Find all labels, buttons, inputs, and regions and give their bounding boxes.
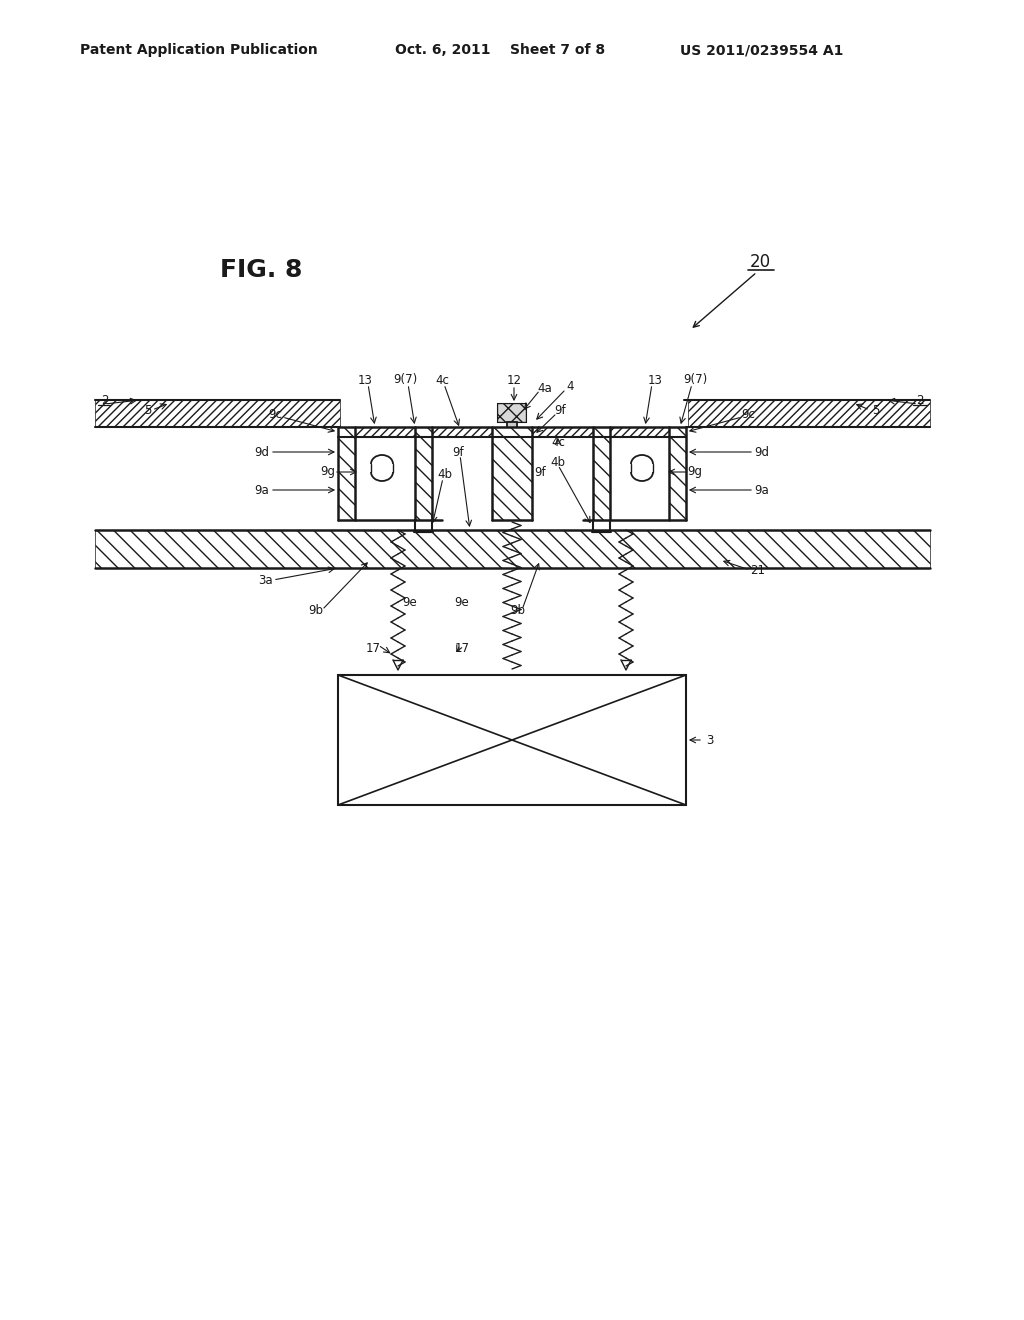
Text: 9d: 9d — [255, 446, 269, 458]
Text: Sheet 7 of 8: Sheet 7 of 8 — [510, 44, 605, 57]
Text: 5: 5 — [144, 404, 152, 417]
Text: 9c: 9c — [268, 408, 282, 421]
Text: 9e: 9e — [455, 595, 469, 609]
Text: 21: 21 — [751, 564, 766, 577]
Text: 9b: 9b — [511, 603, 525, 616]
Text: 4c: 4c — [551, 436, 565, 449]
Text: 17: 17 — [455, 642, 469, 655]
Text: 2: 2 — [101, 393, 109, 407]
Text: 2: 2 — [916, 393, 924, 407]
Text: 4: 4 — [566, 380, 573, 393]
Text: 4c: 4c — [435, 374, 449, 387]
Text: 9f: 9f — [535, 466, 546, 479]
Bar — [507, 422, 517, 437]
Text: 9g: 9g — [687, 466, 702, 479]
Text: 9(7): 9(7) — [683, 374, 708, 387]
Bar — [669, 426, 686, 520]
Text: 9d: 9d — [755, 446, 769, 458]
Text: 9a: 9a — [255, 483, 269, 496]
Text: 4a: 4a — [538, 381, 552, 395]
Text: 9a: 9a — [755, 483, 769, 496]
Text: Patent Application Publication: Patent Application Publication — [80, 44, 317, 57]
Bar — [415, 426, 432, 520]
Text: 9c: 9c — [741, 408, 755, 421]
Text: 4b: 4b — [551, 455, 565, 469]
Text: Oct. 6, 2011: Oct. 6, 2011 — [395, 44, 490, 57]
Text: FIG. 8: FIG. 8 — [220, 257, 302, 282]
Bar — [338, 675, 686, 805]
Bar — [338, 426, 355, 520]
Bar — [593, 426, 610, 520]
Bar — [492, 426, 532, 520]
Text: 9e: 9e — [402, 595, 418, 609]
Text: 12: 12 — [507, 374, 521, 387]
Bar — [498, 404, 526, 422]
Bar — [688, 400, 930, 426]
Text: 9g: 9g — [321, 466, 336, 479]
Text: 13: 13 — [357, 374, 373, 387]
Bar — [95, 400, 340, 426]
Text: 13: 13 — [647, 374, 663, 387]
Text: 3: 3 — [707, 734, 714, 747]
Text: 9b: 9b — [308, 603, 324, 616]
Bar — [95, 531, 930, 568]
Text: 17: 17 — [366, 642, 381, 655]
Text: 9f: 9f — [453, 446, 464, 458]
Bar — [498, 404, 526, 422]
Text: 9(7): 9(7) — [393, 374, 417, 387]
Text: 20: 20 — [750, 253, 771, 271]
Text: 5: 5 — [872, 404, 880, 417]
Text: 4b: 4b — [437, 469, 453, 482]
Text: US 2011/0239554 A1: US 2011/0239554 A1 — [680, 44, 844, 57]
Text: 9f: 9f — [554, 404, 566, 417]
Bar — [338, 426, 686, 437]
Text: 3a: 3a — [258, 573, 272, 586]
